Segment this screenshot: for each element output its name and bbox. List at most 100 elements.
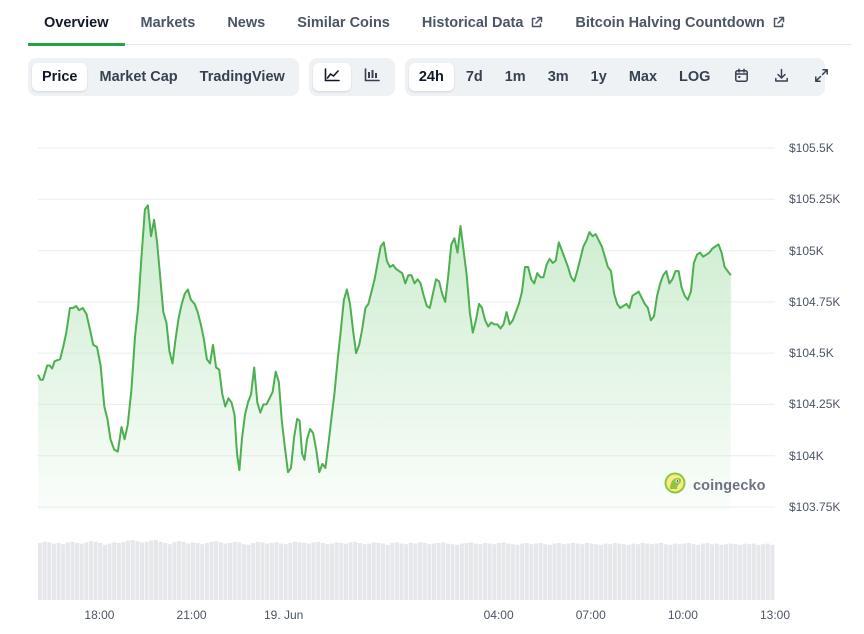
x-tick-label: 10:00 <box>667 608 698 622</box>
volume-bar <box>404 544 409 600</box>
volume-bar <box>209 541 214 600</box>
range-24h-button[interactable]: 24h <box>408 63 454 91</box>
volume-bar <box>737 544 742 600</box>
volume-bar <box>427 544 432 600</box>
tab-news[interactable]: News <box>211 0 281 45</box>
view-price-button[interactable]: Price <box>32 63 88 91</box>
volume-bar <box>139 542 145 600</box>
tab-label: Similar Coins <box>297 14 390 31</box>
coingecko-watermark: coingecko <box>664 472 766 499</box>
volume-bar <box>260 542 265 600</box>
volume-bar <box>459 543 464 600</box>
volume-bar <box>292 541 297 600</box>
tab-overview[interactable]: Overview <box>28 0 125 46</box>
tab-label: News <box>227 14 266 31</box>
line-chart-button[interactable] <box>312 63 351 91</box>
volume-bar <box>640 543 645 600</box>
volume-bar <box>246 544 251 600</box>
volume-bar <box>228 543 233 600</box>
volume-bar <box>603 543 608 600</box>
calendar-icon <box>734 67 749 87</box>
download-button[interactable] <box>762 63 800 91</box>
volume-bar <box>255 541 260 600</box>
volume-bar <box>663 544 668 600</box>
tab-similar-coins[interactable]: Similar Coins <box>281 0 406 45</box>
volume-bar <box>751 543 756 600</box>
volume-bar <box>566 543 571 600</box>
volume-bar <box>691 544 696 600</box>
volume-bar <box>482 543 488 600</box>
calendar-button[interactable] <box>722 63 760 91</box>
volume-bar <box>441 542 446 600</box>
volume-bar <box>594 544 599 600</box>
volume-bar <box>70 541 75 600</box>
volume-bar <box>714 543 719 600</box>
tab-label: Historical Data <box>421 14 524 31</box>
external-link-icon <box>530 16 543 29</box>
volume-bar <box>367 543 372 600</box>
volume-bar <box>612 543 617 600</box>
tab-bitcoin-halving-countdown[interactable]: Bitcoin Halving Countdown <box>559 0 800 45</box>
volume-bar <box>186 543 191 600</box>
tab-markets[interactable]: Markets <box>125 0 212 45</box>
volume-bar <box>241 544 246 600</box>
volume-bar <box>371 542 376 600</box>
volume-bar <box>190 542 195 600</box>
volume-bar <box>608 544 613 600</box>
volume-bar <box>376 543 381 600</box>
tab-label: Markets <box>140 14 196 31</box>
volume-bar <box>399 543 404 600</box>
volume-bar <box>552 543 557 600</box>
volume-bar <box>177 541 182 600</box>
tab-historical-data[interactable]: Historical Data <box>406 0 560 45</box>
tab-label: Bitcoin Halving Countdown <box>575 14 765 31</box>
price-chart-svg[interactable] <box>0 100 864 634</box>
range-max-button[interactable]: Max <box>628 69 658 85</box>
volume-bar <box>631 543 636 600</box>
volume-bar <box>575 543 580 600</box>
range-7d-button[interactable]: 7d <box>465 69 483 85</box>
view-tradingview-button[interactable]: TradingView <box>199 69 285 85</box>
y-tick-label: $104K <box>789 448 824 463</box>
volume-bar <box>126 540 131 600</box>
price-chart[interactable]: $105.5K $105.25K $105K $104.75K $104.5K $104.… <box>0 100 864 634</box>
price-line <box>37 204 732 474</box>
volume-bar <box>659 543 664 600</box>
chart-toolbar: Price Market Cap TradingView 24h 7d 1m 3m 1y Ma… <box>28 58 828 96</box>
range-1y-button[interactable]: 1y <box>590 69 607 85</box>
volume-bar <box>473 543 478 600</box>
range-3m-button[interactable]: 3m <box>547 69 569 85</box>
volume-bar <box>88 541 94 600</box>
volume-bar <box>93 541 98 600</box>
volume-bar <box>543 544 548 600</box>
volume-bar <box>464 543 469 600</box>
volume-bar <box>385 544 390 600</box>
volume-bar <box>381 543 386 600</box>
volume-bar <box>269 543 274 600</box>
volume-bar <box>42 541 47 600</box>
volume-bar <box>677 544 682 600</box>
y-tick-label: $105.25K <box>789 192 841 207</box>
candlestick-chart-button[interactable] <box>353 63 391 91</box>
range-1m-button[interactable]: 1m <box>504 69 526 85</box>
volume-bar <box>747 544 752 600</box>
volume-bar <box>668 544 673 600</box>
volume-bar <box>302 543 307 600</box>
y-tick-label: $103.75K <box>789 500 841 514</box>
volume-bar <box>719 544 724 600</box>
volume-bar <box>107 543 112 600</box>
x-tick-label: 04:00 <box>483 608 514 622</box>
expand-button[interactable] <box>802 63 840 91</box>
volume-bar <box>98 543 103 600</box>
volume-bar <box>265 543 270 600</box>
range-log-button[interactable]: LOG <box>679 69 711 85</box>
volume-bar <box>330 543 335 600</box>
volume-bar <box>510 544 515 600</box>
volume-bar <box>353 541 358 600</box>
volume-bar <box>56 543 61 600</box>
time-range-switcher: 24h 7d 1m 3m 1y Max LOG <box>404 58 828 96</box>
volume-bar <box>765 543 770 600</box>
view-market-cap-button[interactable]: Market Cap <box>99 69 178 85</box>
volume-bar <box>501 542 506 600</box>
y-tick-label: $104.75K <box>789 294 841 309</box>
